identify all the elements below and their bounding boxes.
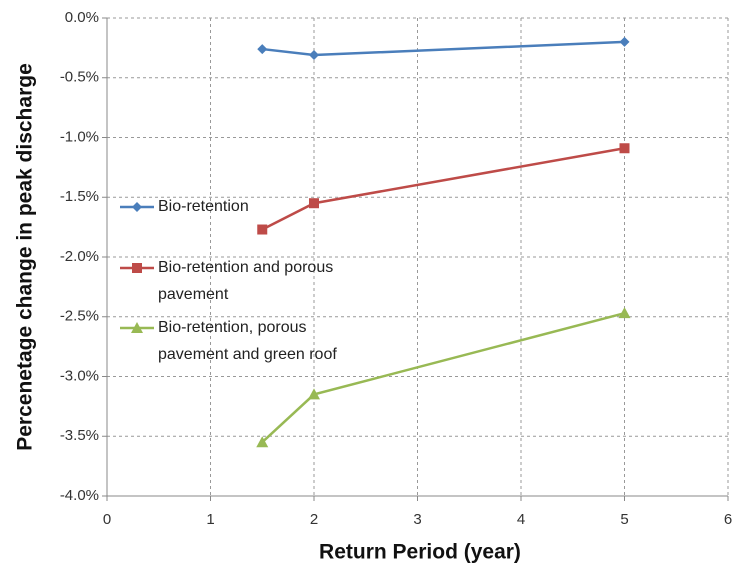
x-tick-label: 1 xyxy=(206,511,214,528)
y-tick-label: 0.0% xyxy=(65,9,99,26)
y-tick-label: -3.5% xyxy=(60,427,99,444)
marker xyxy=(619,36,630,47)
x-tick-label: 5 xyxy=(620,511,628,528)
y-tick-label: -1.5% xyxy=(60,188,99,205)
marker xyxy=(257,224,268,235)
legend-label: Bio-retention and porous pavement xyxy=(158,259,334,303)
y-tick-label: -1.0% xyxy=(60,128,99,145)
x-tick-label: 6 xyxy=(724,511,732,528)
y-tick-label: -2.0% xyxy=(60,248,99,265)
x-tick-label: 0 xyxy=(103,511,111,528)
y-tick-label: -4.0% xyxy=(60,487,99,504)
marker xyxy=(257,44,268,55)
marker xyxy=(618,307,631,319)
legend-marker xyxy=(131,322,143,333)
legend-label: Bio-retention xyxy=(158,198,249,215)
marker xyxy=(619,143,630,154)
marker xyxy=(308,388,320,400)
marker xyxy=(309,50,319,61)
legend-label: Bio-retention, porous pavement and green… xyxy=(158,319,337,363)
x-axis-title: Return Period (year) xyxy=(319,541,521,564)
y-axis-title: Percenetage change in peak discharge xyxy=(14,63,37,451)
marker xyxy=(256,436,269,448)
x-tick-label: 4 xyxy=(517,511,525,528)
legend-marker xyxy=(132,263,142,273)
x-tick-label: 3 xyxy=(413,511,421,528)
legend-marker xyxy=(132,202,142,212)
y-tick-label: -3.0% xyxy=(60,367,99,384)
x-tick-label: 2 xyxy=(310,511,318,528)
y-tick-label: -2.5% xyxy=(60,308,99,325)
marker xyxy=(309,198,319,209)
y-tick-label: -0.5% xyxy=(60,69,99,86)
